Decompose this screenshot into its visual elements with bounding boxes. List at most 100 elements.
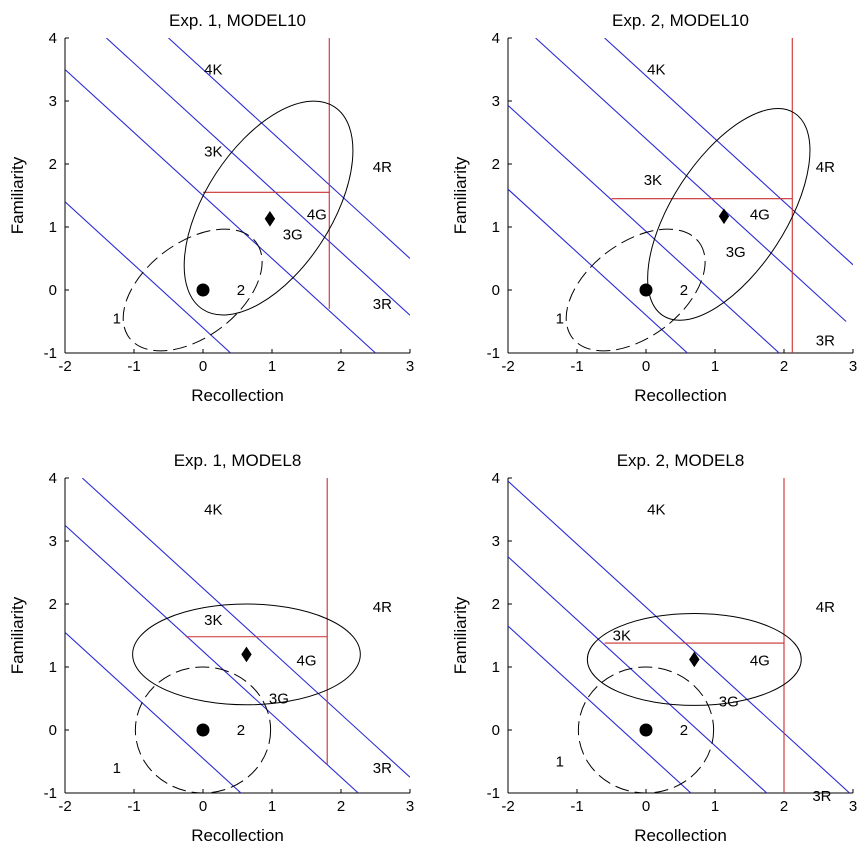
y-tick-label: 2 [49, 596, 57, 613]
x-tick-label: 2 [337, 798, 345, 815]
x-tick-label: 2 [780, 798, 788, 815]
y-tick-label: 0 [49, 722, 57, 739]
y-tick-label: -1 [44, 785, 57, 802]
region-label: 4R [816, 159, 835, 176]
criterion-line [168, 38, 410, 259]
x-tick-label: 0 [642, 358, 650, 375]
criterion-line [106, 38, 410, 316]
x-tick-label: -2 [501, 798, 514, 815]
region-label: 4K [647, 502, 665, 519]
x-tick-label: 3 [406, 798, 414, 815]
region-label: 1 [556, 754, 564, 771]
region-label: 3K [644, 172, 662, 189]
x-tick-label: 1 [268, 798, 276, 815]
region-label: 2 [237, 722, 245, 739]
y-tick-label: 4 [49, 470, 57, 487]
old-item-distribution [586, 612, 802, 706]
old-mean-marker [264, 211, 276, 227]
region-label: 2 [680, 722, 688, 739]
panel-3: Exp. 1, MODEL8-2 -1 0 1 2 3-101234Recollectio… [8, 451, 414, 845]
region-label: 1 [113, 310, 121, 327]
x-axis-label: Recollection [634, 386, 727, 405]
region-label: 4K [647, 62, 665, 79]
plot-area [65, 38, 410, 353]
plot-area [508, 38, 853, 353]
x-tick-label: -2 [58, 358, 71, 375]
x-tick-label: -2 [501, 358, 514, 375]
region-label: 4R [373, 159, 392, 176]
plot-area [65, 478, 410, 793]
old-mean-marker [241, 646, 252, 663]
new-item-distribution [122, 228, 263, 352]
region-label: 1 [113, 760, 121, 777]
criterion-line [508, 625, 692, 793]
criterion-line [65, 201, 231, 353]
y-tick-label: 4 [492, 470, 500, 487]
y-tick-label: 3 [49, 533, 57, 550]
y-axis-label: Familiarity [451, 156, 470, 234]
x-tick-label: 0 [199, 358, 207, 375]
criterion-line [508, 105, 780, 353]
criterion-line [535, 38, 847, 322]
region-label: 3R [816, 332, 835, 349]
panel-2: Exp. 2, MODEL10-2 -1 0 1 2 3-101234Recollecti… [451, 11, 857, 405]
old-item-distribution [183, 100, 354, 316]
criterion-line [508, 556, 768, 793]
new-mean-marker [639, 723, 653, 737]
criterion-line [604, 38, 853, 266]
region-label: 3K [204, 612, 222, 629]
region-label: 3R [812, 788, 831, 805]
old-item-distribution [647, 108, 811, 321]
y-tick-label: 1 [49, 219, 57, 236]
old-mean-marker [718, 208, 730, 225]
criterion-line [65, 69, 376, 353]
y-tick-label: 3 [492, 533, 500, 550]
x-tick-label: -1 [570, 358, 583, 375]
new-mean-marker [196, 283, 210, 297]
region-label: 3G [726, 244, 746, 261]
x-tick-label: 3 [406, 358, 414, 375]
region-label: 3K [613, 628, 631, 645]
region-label: 4K [204, 502, 222, 519]
x-tick-label: 0 [642, 798, 650, 815]
y-tick-label: 0 [492, 722, 500, 739]
y-tick-label: -1 [44, 345, 57, 362]
x-axis-label: Recollection [191, 386, 284, 405]
x-tick-label: -1 [127, 798, 140, 815]
region-label: 3R [373, 296, 392, 313]
y-tick-label: 2 [49, 156, 57, 173]
region-label: 3K [204, 143, 222, 160]
y-tick-label: 2 [492, 156, 500, 173]
y-axis-label: Familiarity [8, 596, 27, 674]
y-tick-label: 2 [492, 596, 500, 613]
y-tick-label: 3 [492, 93, 500, 110]
x-tick-label: 3 [849, 798, 857, 815]
old-mean-marker [689, 651, 700, 668]
new-mean-marker [639, 283, 653, 297]
region-label: 2 [237, 282, 245, 299]
y-axis-label: Familiarity [451, 596, 470, 674]
panel-1: Exp. 1, MODEL10-2 -1 0 1 2 3-101234Recollecti… [8, 11, 414, 405]
criterion-line [65, 631, 242, 793]
x-tick-label: -2 [58, 798, 71, 815]
criterion-line [508, 480, 850, 793]
criterion-line [65, 524, 359, 793]
new-item-distribution [134, 666, 272, 793]
region-label: 4K [204, 62, 222, 79]
criterion-line [81, 478, 410, 778]
y-tick-label: 3 [49, 93, 57, 110]
criterion-line [508, 188, 688, 353]
region-label: 1 [556, 310, 564, 327]
x-tick-label: 2 [337, 358, 345, 375]
y-tick-label: -1 [487, 345, 500, 362]
panel-4: Exp. 2, MODEL8-2 -1 0 1 2 3-101234Recollectio… [451, 451, 857, 845]
panel-title: Exp. 1, MODEL8 [174, 451, 302, 470]
region-label: 2 [680, 282, 688, 299]
region-label: 3G [283, 227, 303, 244]
region-label: 4R [816, 599, 835, 616]
y-tick-label: 1 [492, 219, 500, 236]
region-label: 3G [719, 694, 739, 711]
new-item-distribution [565, 228, 706, 352]
new-item-distribution [577, 666, 715, 793]
